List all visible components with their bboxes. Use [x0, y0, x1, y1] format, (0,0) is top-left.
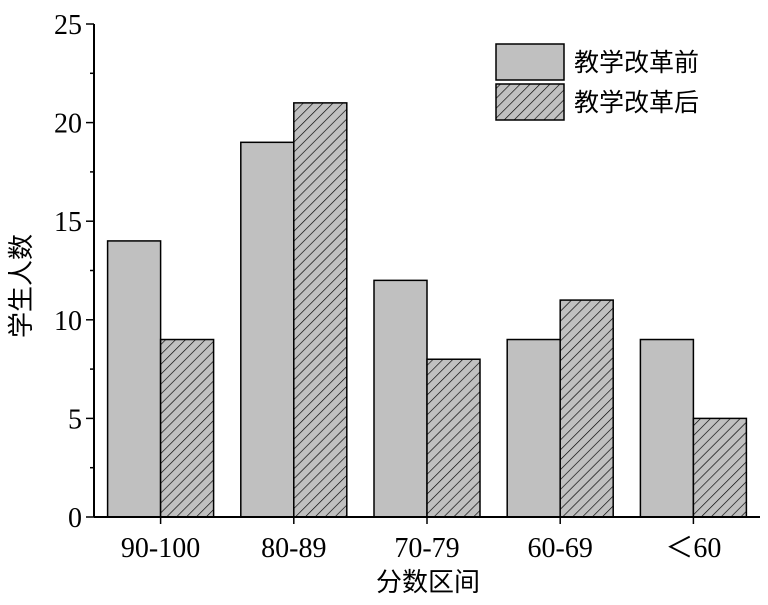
- bar-after-2: [426, 358, 481, 518]
- bar-before-0: [106, 240, 162, 518]
- legend-swatch-before: [495, 43, 565, 81]
- x-tick-label: ＜60: [665, 533, 721, 564]
- y-tick-label: 5: [68, 404, 82, 435]
- bar-before-2: [373, 279, 428, 518]
- legend-label-after: 教学改革后: [574, 88, 699, 117]
- x-tick-label: 70-79: [394, 533, 459, 564]
- y-tick-label: 0: [68, 503, 82, 534]
- bar-before-3: [506, 338, 561, 518]
- x-tick-label: 80-89: [261, 533, 326, 564]
- y-tick-label: 20: [54, 109, 82, 140]
- bar-after-3: [559, 299, 614, 518]
- bar-after-4: [692, 417, 748, 518]
- bars-group: [106, 102, 748, 518]
- y-tick-label: 25: [54, 10, 82, 41]
- bar-before-4: [639, 338, 695, 518]
- legend-swatch-after: [495, 83, 565, 121]
- y-tick-label: 10: [54, 306, 82, 337]
- legend-label-before: 教学改革前: [574, 48, 699, 77]
- ticks-group: 0 5 10 15 20 25 90-100 80-89 70-79 60-69 ＜60: [54, 10, 721, 564]
- bar-after-0: [159, 338, 215, 518]
- x-axis-title: 分数区间: [376, 568, 480, 598]
- y-tick-label: 15: [54, 207, 82, 238]
- bar-after-1: [293, 102, 348, 518]
- y-axis-title: 学生人数: [7, 234, 37, 338]
- bar-before-1: [240, 141, 295, 518]
- x-tick-label: 90-100: [121, 533, 200, 564]
- x-tick-label: 60-69: [528, 533, 593, 564]
